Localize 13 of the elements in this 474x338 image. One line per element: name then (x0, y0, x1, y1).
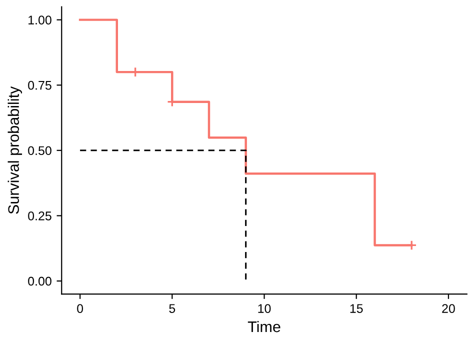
y-axis-title: Survival probability (8, 86, 22, 214)
point (406, 240, 417, 250)
y-tick-label: 1.00 (28, 16, 52, 24)
y-tick-label: 0.25 (28, 212, 52, 220)
x-tick-label: 0 (77, 304, 84, 313)
x-tick-label: 20 (442, 304, 455, 313)
y-tick-label: 0.00 (28, 276, 52, 286)
x-tick-label: 15 (350, 304, 363, 313)
y-tick-label: 0.75 (28, 80, 52, 90)
x-tick-label: 5 (169, 304, 176, 313)
x-axis-title: Time (248, 320, 280, 332)
y-tick-label: 0.50 (28, 146, 52, 156)
x-tick-label: 10 (258, 304, 271, 313)
